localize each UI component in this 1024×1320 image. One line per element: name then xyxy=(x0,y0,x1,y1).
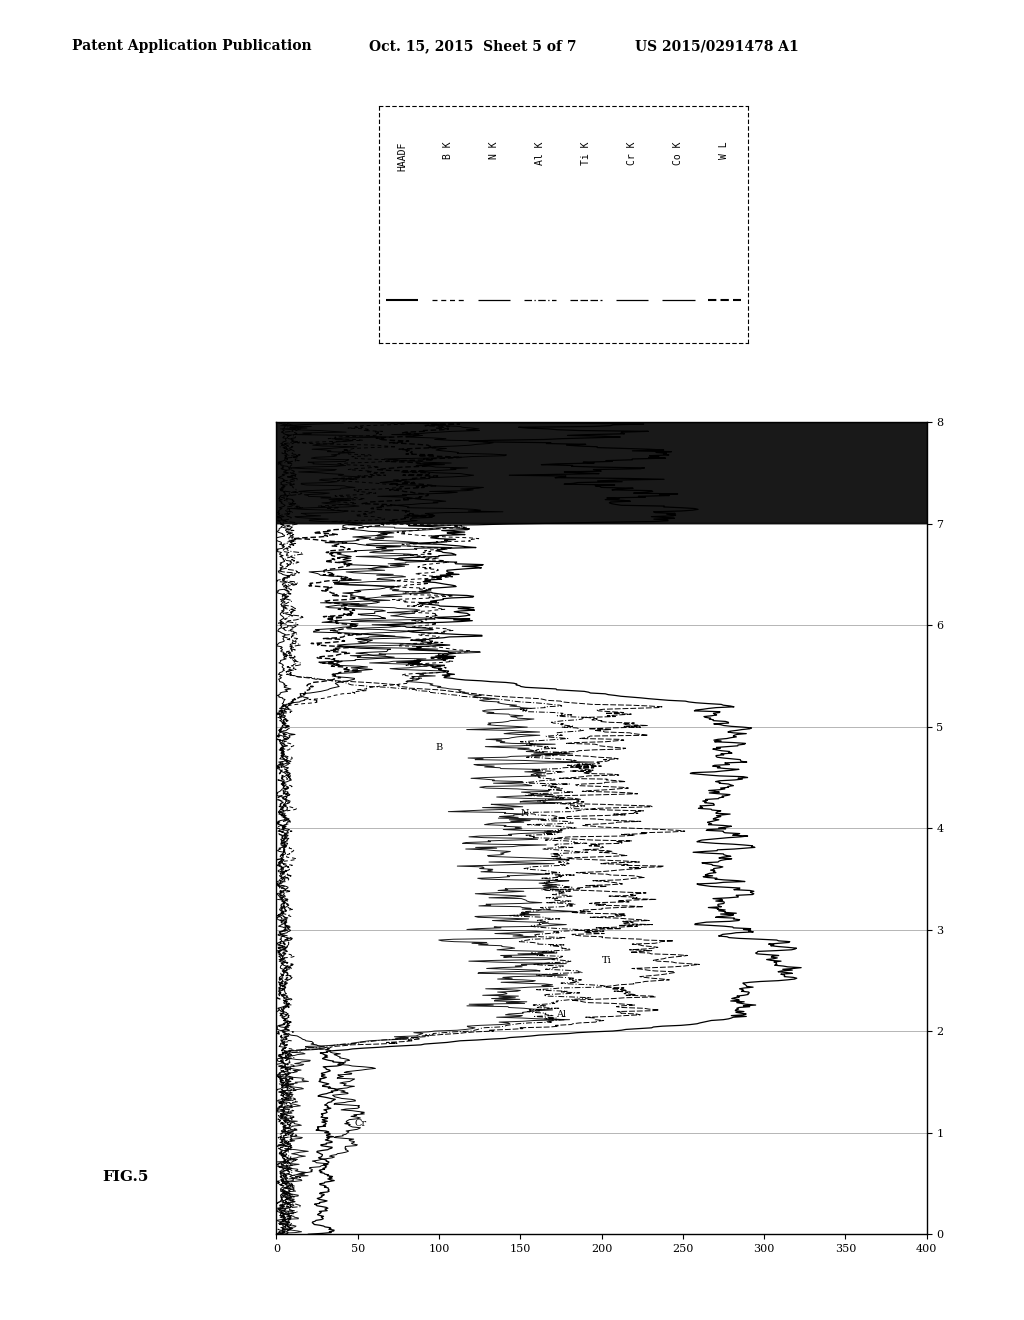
Text: HAADF: HAADF xyxy=(397,141,407,170)
Text: Cr K: Cr K xyxy=(628,141,637,165)
Text: Oct. 15, 2015  Sheet 5 of 7: Oct. 15, 2015 Sheet 5 of 7 xyxy=(369,40,577,53)
Text: Co K: Co K xyxy=(674,141,683,165)
Text: W L: W L xyxy=(720,141,729,158)
Text: N: N xyxy=(520,809,528,818)
Text: N K: N K xyxy=(489,141,499,158)
Text: Cr: Cr xyxy=(354,1118,367,1127)
Text: B K: B K xyxy=(443,141,453,158)
Text: Patent Application Publication: Patent Application Publication xyxy=(72,40,311,53)
Text: Al: Al xyxy=(556,1010,566,1019)
Text: B: B xyxy=(436,743,443,752)
Text: US 2015/0291478 A1: US 2015/0291478 A1 xyxy=(635,40,799,53)
Text: Ti: Ti xyxy=(602,956,611,965)
Text: FIG.5: FIG.5 xyxy=(102,1171,148,1184)
Text: Al K: Al K xyxy=(536,141,545,165)
Text: Ti K: Ti K xyxy=(582,141,591,165)
